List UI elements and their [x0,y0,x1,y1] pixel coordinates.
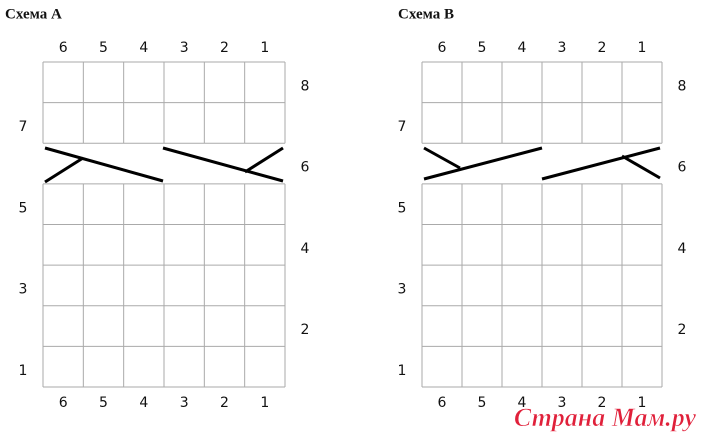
cable-stroke [541,146,661,181]
cable-stroke [244,146,284,174]
column-number: 4 [139,395,148,411]
column-number: 6 [438,40,447,56]
column-number: 2 [220,395,229,411]
row-number: 5 [398,200,407,216]
column-number: 6 [59,395,68,411]
row-number: 8 [301,78,310,94]
row-number: 6 [301,160,310,176]
row-number: 1 [19,363,28,379]
cable-stroke [621,154,661,180]
row-number: 3 [398,282,407,298]
row-number: 8 [678,78,687,94]
row-number: 5 [19,200,28,216]
column-number: 2 [598,395,607,411]
cable-stroke [44,146,164,183]
column-number: 4 [518,395,527,411]
scheme-title: Схема В [398,6,454,22]
row-number: 4 [301,241,310,257]
row-number: 2 [301,322,310,338]
column-number: 5 [99,40,108,56]
cable-stroke [162,146,284,183]
watermark: Страна Мам.ру [514,403,697,432]
row-number: 1 [398,363,407,379]
column-number: 5 [99,395,108,411]
row-number: 4 [678,241,687,257]
column-number: 3 [180,395,189,411]
row-number: 7 [398,119,407,135]
column-number: 3 [180,40,189,56]
row-number: 2 [678,322,687,338]
column-number: 1 [260,40,269,56]
column-number: 5 [478,395,487,411]
column-number: 2 [220,40,229,56]
column-number: 1 [638,40,647,56]
row-number: 3 [19,282,28,298]
cable-stroke [423,146,461,170]
column-number: 4 [139,40,148,56]
column-number: 3 [558,40,567,56]
column-number: 6 [438,395,447,411]
column-number: 5 [478,40,487,56]
column-number: 4 [518,40,527,56]
cable-stroke [423,146,543,181]
column-number: 3 [558,395,567,411]
column-number: 1 [638,395,647,411]
row-number: 6 [678,160,687,176]
column-number: 2 [598,40,607,56]
row-number: 7 [19,119,28,135]
column-number: 1 [260,395,269,411]
column-number: 6 [59,40,68,56]
cable-stroke [44,156,84,184]
scheme-title: Схема А [5,6,62,22]
